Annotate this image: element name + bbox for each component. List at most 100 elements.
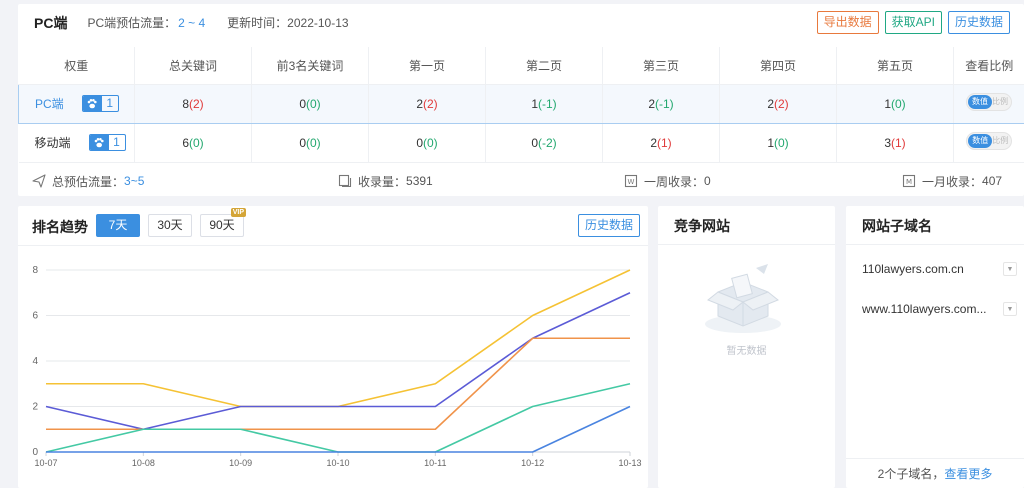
x-tick-label: 10-11	[424, 458, 446, 468]
baidu-weight-badge: 1	[81, 95, 119, 112]
main-value: 1	[884, 96, 891, 111]
value-ratio-toggle[interactable]: 数值 比例	[966, 93, 1012, 111]
y-tick-label: 8	[32, 265, 38, 276]
baidu-paw-icon	[82, 96, 102, 111]
table-row-pc[interactable]: PC端 1 8(2) 0(0) 2(2) 1(-1) 2(-1) 2(2)	[18, 83, 1024, 124]
indexed-count: 收录量： 5391	[338, 166, 433, 196]
keyword-table: 权重 总关键词 前3名关键词 第一页 第二页 第三页 第四页 第五页 查看比例 …	[18, 47, 1024, 163]
history-data-button[interactable]: 历史数据	[947, 11, 1010, 34]
subdomain-item[interactable]: www.110lawyers.com... ▼	[862, 299, 1017, 319]
delta-value: (1)	[657, 135, 672, 150]
table-header-row: 权重 总关键词 前3名关键词 第一页 第二页 第三页 第四页 第五页 查看比例	[18, 47, 1024, 85]
x-tick-label: 10-10	[326, 458, 349, 468]
total-traffic-value: 3~5	[124, 174, 145, 188]
divider	[658, 244, 835, 245]
delta-value: (0)	[306, 135, 321, 150]
col-header: 第一页	[368, 47, 486, 85]
empty-box-icon	[705, 264, 781, 333]
range-90d-button[interactable]: 90天	[200, 214, 244, 237]
subdomain-name: www.110lawyers.com...	[862, 302, 987, 316]
x-tick-label: 10-07	[34, 458, 57, 468]
trend-header: 排名趋势 7天 30天 90天 VIP 历史数据	[18, 206, 648, 246]
range-7d-button[interactable]: 7天	[96, 214, 140, 237]
subdomain-name: 110lawyers.com.cn	[862, 262, 964, 276]
trend-title: 排名趋势	[32, 219, 88, 235]
table-cell: 2(2)	[368, 83, 486, 124]
get-api-button[interactable]: 获取API	[884, 11, 942, 34]
x-tick-label: 10-09	[229, 458, 252, 468]
trend-history-button[interactable]: 历史数据	[577, 214, 640, 237]
caret-down-icon[interactable]: ▼	[1003, 262, 1017, 276]
pc-traffic-value: 2 ~ 4	[178, 15, 206, 30]
series-line-4	[45, 382, 631, 453]
view-more-link[interactable]: 查看更多	[944, 467, 993, 481]
export-data-button[interactable]: 导出数据	[816, 11, 879, 34]
y-tick-label: 6	[32, 311, 38, 322]
table-cell: 2(1)	[602, 123, 720, 163]
col-header: 查看比例	[953, 47, 1024, 85]
week-calendar-icon: W	[624, 174, 638, 188]
table-cell: 2(-1)	[602, 83, 720, 124]
update-time-value: 2022-10-13	[287, 15, 349, 30]
main-value: 1	[531, 96, 538, 111]
subdomain-count: 2个子域名，	[877, 467, 945, 481]
series-line-5	[46, 405, 631, 453]
weight-cell: PC端 1	[18, 83, 135, 124]
svg-text:M: M	[906, 178, 912, 186]
main-value: 0	[299, 96, 306, 111]
month-calendar-icon: M	[902, 174, 916, 188]
keyword-overview-card: PC端 PC端预估流量： 2 ~ 4 更新时间： 2022-10-13 导出数据…	[18, 4, 1024, 196]
y-tick-label: 2	[32, 402, 38, 413]
toggle-off-label: 比例	[992, 97, 1008, 106]
col-header: 第三页	[602, 47, 720, 85]
subdomain-item[interactable]: 110lawyers.com.cn ▼	[862, 259, 1017, 279]
toggle-on-label: 数值	[968, 134, 993, 148]
col-header: 前3名关键词	[251, 47, 369, 85]
month-indexed-value: 407	[982, 174, 1003, 188]
row-platform-name: 移动端	[34, 136, 71, 150]
total-traffic: 总预估流量： 3~5	[32, 166, 144, 196]
range-30d-button[interactable]: 30天	[148, 214, 192, 237]
table-cell: 6(0)	[134, 123, 252, 163]
weight-cell: 移动端 1	[18, 123, 135, 163]
col-header: 第四页	[719, 47, 837, 85]
delta-value: (-2)	[538, 135, 557, 150]
table-cell: 1(0)	[719, 123, 837, 163]
month-indexed-label: 一月收录：	[922, 174, 983, 189]
x-tick-label: 10-12	[521, 458, 544, 468]
ratio-cell: 数值 比例	[953, 83, 1024, 124]
main-value: 0	[299, 135, 306, 150]
empty-text: 暂无数据	[726, 346, 767, 357]
delta-value: (1)	[891, 135, 906, 150]
week-indexed: W 一周收录： 0	[624, 166, 711, 196]
row-platform-name: PC端	[35, 97, 64, 111]
main-value: 8	[182, 96, 189, 111]
main-value: 2	[648, 96, 655, 111]
baidu-weight-value: 1	[106, 96, 114, 110]
main-value: 2	[650, 135, 657, 150]
pc-traffic-label: PC端预估流量：	[87, 16, 177, 30]
ranking-trend-chart: 0 2 4 6 8 10-07 10-08 10-09 10-10 10-11 10-12 10-13	[32, 265, 641, 468]
month-indexed: M 一月收录： 407	[902, 166, 1002, 196]
caret-down-icon[interactable]: ▼	[1003, 302, 1017, 316]
table-row-mobile[interactable]: 移动端 1 6(0) 0(0) 0(0) 0(-2) 2(1) 1(0)	[18, 123, 1024, 163]
delta-value: (0)	[423, 135, 438, 150]
update-time-label: 更新时间：	[227, 16, 288, 30]
competitor-title: 竞争网站	[674, 218, 730, 234]
indexed-value: 5391	[406, 174, 433, 188]
range-90d-wrapper: 90天 VIP	[200, 208, 246, 237]
delta-value: (0)	[774, 135, 789, 150]
send-icon	[32, 174, 46, 188]
main-value: 0	[531, 135, 538, 150]
col-header: 第二页	[485, 47, 603, 85]
baidu-weight-badge: 1	[88, 134, 126, 151]
delta-value: (0)	[306, 96, 321, 111]
main-value: 6	[182, 135, 189, 150]
table-cell: 8(2)	[134, 83, 252, 124]
subdomains-footer: 2个子域名，查看更多	[846, 458, 1024, 488]
svg-text:W: W	[628, 178, 635, 186]
value-ratio-toggle[interactable]: 数值 比例	[966, 132, 1013, 150]
subdomains-title: 网站子域名	[862, 218, 932, 234]
table-cell: 3(1)	[836, 123, 954, 163]
subdomains-card: 网站子域名 110lawyers.com.cn ▼ www.110lawyers…	[846, 206, 1024, 488]
